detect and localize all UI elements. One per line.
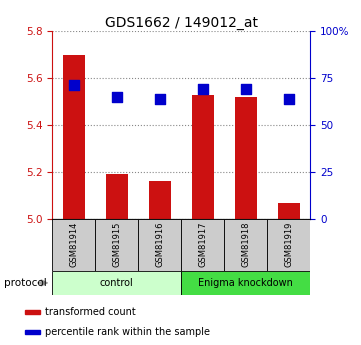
Text: Enigma knockdown: Enigma knockdown [199, 278, 293, 288]
Bar [106, 175, 128, 219]
Point [71, 82, 77, 88]
Bar [52, 219, 95, 271]
Text: GSM81915: GSM81915 [112, 221, 121, 267]
Text: percentile rank within the sample: percentile rank within the sample [45, 327, 210, 337]
Text: control: control [100, 278, 134, 288]
Bar [25, 329, 40, 334]
Bar [138, 219, 181, 271]
Bar [192, 95, 214, 219]
Point [286, 97, 292, 102]
Bar [181, 271, 310, 295]
Bar [235, 97, 257, 219]
Text: GSM81914: GSM81914 [69, 221, 78, 267]
Text: protocol: protocol [4, 278, 46, 288]
Bar [52, 271, 182, 295]
Point [243, 86, 249, 91]
Bar [149, 181, 171, 219]
Bar [63, 55, 84, 219]
Bar [225, 219, 268, 271]
Text: GSM81917: GSM81917 [199, 221, 208, 267]
Text: GSM81919: GSM81919 [284, 221, 293, 267]
Bar [268, 219, 310, 271]
Point [114, 94, 120, 100]
Point [200, 86, 206, 91]
Bar [181, 219, 225, 271]
Point [157, 97, 163, 102]
Bar [95, 219, 138, 271]
Bar [25, 310, 40, 314]
Bar [278, 203, 300, 219]
Title: GDS1662 / 149012_at: GDS1662 / 149012_at [105, 16, 258, 30]
Text: GSM81916: GSM81916 [155, 221, 164, 267]
Text: GSM81918: GSM81918 [242, 221, 251, 267]
Text: transformed count: transformed count [45, 307, 136, 317]
